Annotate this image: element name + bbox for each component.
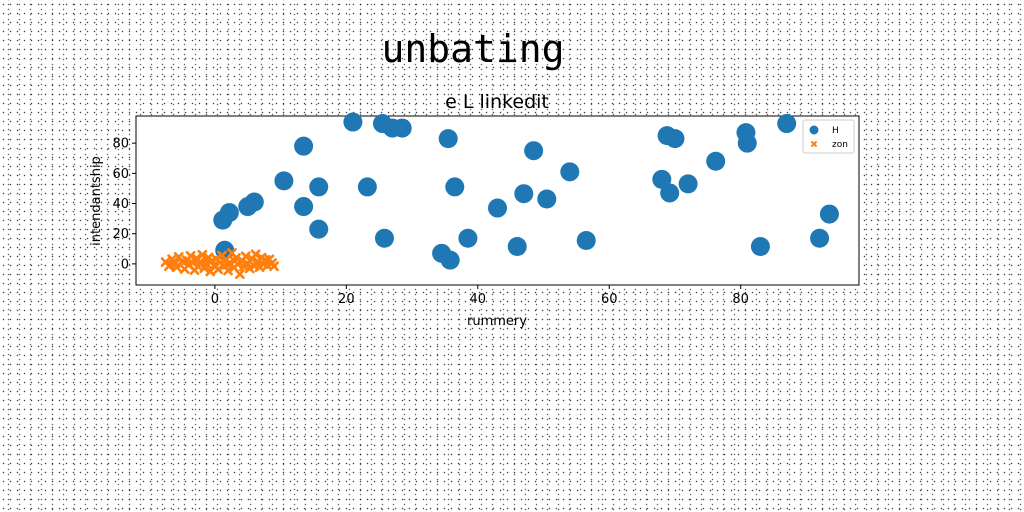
point-series-0 (213, 210, 233, 230)
x-axis-label: rummery (467, 314, 527, 329)
point-series-0 (560, 162, 580, 182)
point-series-0 (294, 197, 314, 217)
point-series-0 (488, 198, 507, 218)
point-series-0 (750, 237, 770, 257)
point-series-0 (357, 177, 377, 197)
point-series-1 (269, 261, 279, 272)
point-series-0 (440, 250, 460, 270)
x-axis: 0 20 40 60 80 (211, 285, 749, 307)
scatter-marks (160, 112, 839, 280)
x-tick-label: 60 (601, 292, 618, 307)
point-series-0 (309, 219, 329, 239)
y-tick-label: 60 (112, 167, 129, 182)
point-series-0 (374, 228, 394, 248)
point-series-0 (294, 136, 314, 156)
x-tick-label: 0 (211, 292, 219, 307)
legend-marker (810, 140, 818, 148)
x-tick-label: 80 (732, 292, 749, 307)
point-series-0 (678, 174, 698, 194)
point-series-0 (238, 197, 258, 217)
x-tick-label: 20 (338, 292, 355, 307)
point-series-1 (202, 254, 212, 265)
point-series-1 (250, 249, 261, 260)
legend-label: H (832, 126, 839, 136)
point-series-1 (249, 261, 260, 271)
point-series-1 (165, 259, 176, 270)
y-axis-label: intendantship (89, 156, 104, 246)
point-series-0 (777, 114, 797, 134)
point-series-0 (274, 171, 294, 191)
chart-suptitle: unbating (381, 27, 564, 71)
point-series-1 (222, 259, 233, 270)
point-series-0 (392, 118, 412, 138)
chart-title: e L linkedit (445, 91, 549, 113)
point-series-0 (706, 151, 726, 171)
point-series-0 (438, 129, 458, 149)
point-series-0 (737, 133, 757, 153)
point-series-0 (458, 228, 478, 248)
y-tick-label: 20 (112, 227, 129, 242)
y-tick-label: 0 (121, 257, 129, 272)
point-series-0 (660, 183, 680, 203)
point-series-0 (445, 177, 465, 197)
point-series-1 (209, 261, 220, 272)
point-series-1 (229, 256, 240, 266)
x-tick-label: 40 (470, 292, 487, 307)
y-tick-label: 80 (112, 137, 129, 152)
y-tick-label: 40 (112, 197, 129, 212)
point-series-0 (810, 228, 830, 248)
point-series-0 (343, 112, 363, 132)
y-axis: 0 20 40 60 80 (112, 137, 136, 272)
point-series-1 (234, 269, 245, 280)
point-series-0 (537, 189, 557, 209)
point-series-0 (507, 237, 527, 257)
point-series-0 (819, 204, 839, 224)
point-series-1 (190, 255, 201, 266)
point-series-0 (309, 177, 329, 197)
point-series-0 (514, 184, 534, 204)
legend-label: zon (832, 140, 848, 150)
legend-marker (809, 125, 819, 135)
point-series-0 (665, 129, 685, 149)
point-series-0 (524, 141, 544, 161)
point-series-0 (576, 230, 596, 250)
